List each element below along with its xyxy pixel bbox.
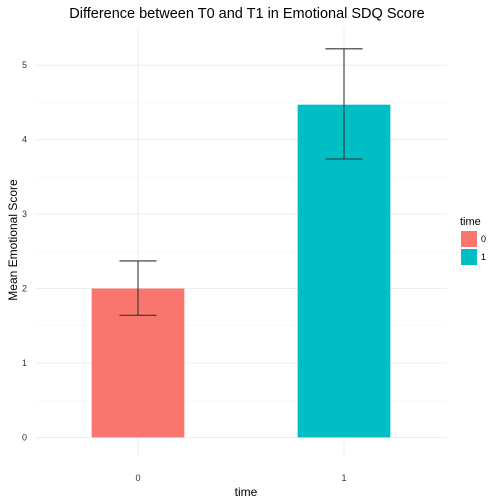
legend: time 0 1 [460,216,486,265]
y-tick-label: 4 [22,135,27,145]
legend-entry-0: 0 [461,231,486,247]
legend-swatch [461,249,477,265]
y-tick-label: 5 [22,60,27,70]
y-tick-label: 0 [22,432,27,442]
y-tick-label: 3 [22,209,27,219]
legend-label: 1 [481,252,486,262]
bars [91,104,391,438]
legend-entry-1: 1 [461,249,486,265]
legend-swatch [461,231,477,247]
legend-label: 0 [481,234,486,244]
error-bar-1 [325,48,363,160]
x-tick-label: 0 [135,473,140,483]
x-tick-label: 1 [341,473,346,483]
legend-title: time [460,216,481,228]
y-tick-label: 1 [22,358,27,368]
x-axis-title: time [235,485,258,499]
y-tick-label: 2 [22,284,27,294]
error-bar-0 [119,260,157,316]
bar-1 [297,104,391,438]
chart-title: Difference between T0 and T1 in Emotiona… [69,6,424,22]
y-axis-title: Mean Emotional Score [6,179,20,301]
error-bars [119,48,363,316]
y-axis-ticks: 0 1 2 3 4 5 [22,60,27,442]
